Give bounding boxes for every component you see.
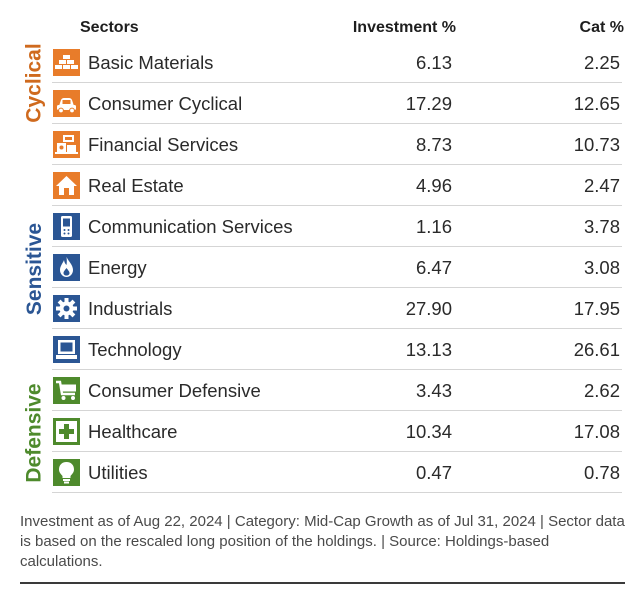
- investment-value: 1.16: [415, 216, 452, 237]
- category-value: 3.78: [583, 216, 620, 237]
- sector-row-consumer-defensive: Consumer Defensive 3.43 2.62: [52, 370, 622, 411]
- investment-value: 0.47: [415, 462, 452, 483]
- investment-column-header: Investment %: [352, 19, 456, 36]
- investment-value: 6.13: [415, 52, 452, 73]
- sector-row-financial-services: Financial Services 8.73 10.73: [52, 124, 622, 165]
- group-label-sensitive: Sensitive: [23, 222, 46, 316]
- footnote: Investment as of Aug 22, 2024 | Category…: [20, 513, 625, 570]
- investment-value: 13.13: [405, 339, 452, 360]
- sector-name: Consumer Cyclical: [88, 93, 243, 114]
- phone-icon: [53, 213, 80, 240]
- bottom-divider: [20, 582, 625, 584]
- category-value: 2.62: [583, 380, 620, 401]
- lightbulb-icon: [53, 459, 80, 486]
- medical-cross-icon: [53, 418, 80, 445]
- sector-row-basic-materials: Basic Materials 6.13 2.25: [52, 42, 622, 83]
- sector-row-industrials: Industrials 27.90 17.95: [52, 288, 622, 329]
- sector-name: Financial Services: [88, 134, 239, 155]
- gear-icon: [53, 295, 80, 322]
- sector-name: Utilities: [88, 462, 148, 483]
- sector-name: Basic Materials: [88, 52, 214, 73]
- investment-value: 27.90: [405, 298, 452, 319]
- car-icon: [53, 90, 80, 117]
- investment-value: 6.47: [415, 257, 452, 278]
- sector-row-technology: Technology 13.13 26.61: [52, 329, 622, 370]
- sector-name: Energy: [88, 257, 147, 278]
- category-value: 17.08: [573, 421, 620, 442]
- category-value: 17.95: [573, 298, 620, 319]
- sector-row-energy: Energy 6.47 3.08: [52, 247, 622, 288]
- category-column-header: Cat %: [579, 19, 624, 36]
- sector-name: Real Estate: [88, 175, 184, 196]
- investment-value: 17.29: [405, 93, 452, 114]
- sector-row-consumer-cyclical: Consumer Cyclical 17.29 12.65: [52, 83, 622, 124]
- category-value: 10.73: [573, 134, 620, 155]
- flame-icon: [53, 254, 80, 281]
- investment-value: 3.43: [415, 380, 452, 401]
- table-header: Sectors Investment % Cat %: [0, 19, 640, 41]
- sector-row-real-estate: Real Estate 4.96 2.47: [52, 165, 622, 206]
- investment-value: 10.34: [405, 421, 452, 442]
- cart-icon: [53, 377, 80, 404]
- house-icon: [53, 172, 80, 199]
- sector-row-healthcare: Healthcare 10.34 17.08: [52, 411, 622, 452]
- sector-name: Healthcare: [88, 421, 178, 442]
- sector-name: Consumer Defensive: [88, 380, 261, 401]
- investment-value: 4.96: [415, 175, 452, 196]
- category-value: 0.78: [583, 462, 620, 483]
- sector-row-utilities: Utilities 0.47 0.78: [52, 452, 622, 493]
- basic-materials-icon: [53, 49, 80, 76]
- investment-value: 8.73: [415, 134, 452, 155]
- sector-row-communication-services: Communication Services 1.16 3.78: [52, 206, 622, 247]
- computer-icon: [53, 336, 80, 363]
- sector-name: Technology: [88, 339, 182, 360]
- group-label-defensive: Defensive: [23, 383, 46, 483]
- sector-name: Communication Services: [88, 216, 293, 237]
- group-label-cyclical: Cyclical: [23, 43, 47, 123]
- category-value: 3.08: [583, 257, 620, 278]
- category-value: 2.47: [583, 175, 620, 196]
- category-value: 12.65: [573, 93, 620, 114]
- financial-services-icon: [53, 131, 80, 158]
- category-value: 26.61: [573, 339, 620, 360]
- sectors-column-header: Sectors: [80, 19, 139, 36]
- sector-name: Industrials: [88, 298, 173, 319]
- category-value: 2.25: [583, 52, 620, 73]
